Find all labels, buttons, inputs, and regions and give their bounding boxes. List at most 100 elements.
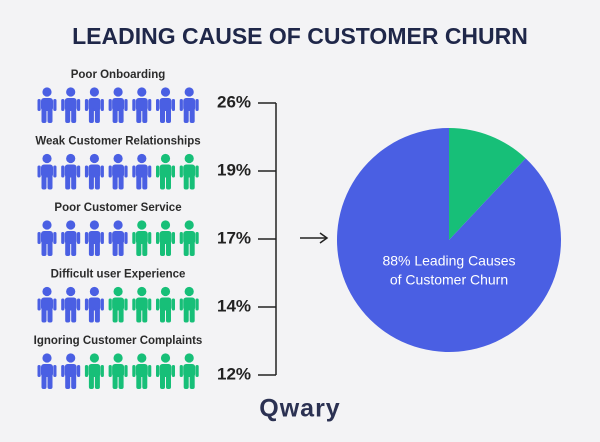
icon-body (88, 297, 101, 311)
row-label: Poor Customer Service (54, 202, 181, 214)
icon-arm (148, 165, 152, 178)
icon-arm (124, 365, 128, 377)
icon-leg (71, 374, 77, 389)
person-icon (156, 220, 175, 256)
icon-leg (189, 307, 195, 323)
icon-leg (142, 241, 148, 256)
person-icon (132, 286, 152, 323)
icon-body (88, 231, 101, 244)
icon-arm (108, 232, 112, 244)
icon-head (137, 87, 147, 97)
icon-body (159, 364, 172, 377)
icon-head (160, 153, 171, 164)
value-label: 26% (217, 92, 251, 111)
icon-arm (179, 232, 183, 244)
icon-arm (171, 99, 175, 111)
icon-arm (156, 365, 160, 377)
icon-head (113, 87, 123, 97)
icon-arm (61, 365, 65, 377)
icon-leg (88, 374, 94, 389)
row-label: Poor Onboarding (71, 69, 166, 81)
icon-leg (112, 374, 118, 389)
icon-arm (84, 232, 89, 244)
person-icon (179, 87, 199, 123)
icon-head (184, 87, 194, 97)
icon-leg (160, 174, 165, 190)
icon-leg (94, 307, 100, 323)
icon-leg (166, 374, 171, 389)
icon-body (88, 364, 101, 377)
icon-leg (71, 241, 77, 256)
icon-leg (118, 241, 124, 256)
icon-arm (179, 99, 183, 111)
icon-leg (136, 241, 142, 256)
icon-leg (166, 108, 171, 123)
icon-head (160, 220, 171, 230)
icon-arm (37, 99, 41, 111)
icon-head (42, 220, 52, 230)
icon-head (137, 220, 147, 230)
icon-arm (61, 165, 65, 178)
icon-arm (124, 165, 128, 178)
icon-head (184, 286, 194, 297)
person-icon (132, 353, 152, 389)
icon-leg (112, 174, 118, 190)
person-icon (37, 286, 57, 323)
icon-body (112, 364, 125, 377)
person-icon (179, 286, 199, 323)
icon-head (66, 153, 76, 164)
icon-body (135, 297, 148, 311)
person-icon (37, 153, 57, 190)
icon-leg (142, 374, 148, 389)
icon-head (137, 286, 147, 297)
icon-leg (65, 374, 71, 389)
icon-arm (53, 99, 57, 111)
icon-leg (136, 307, 142, 323)
pie-label: of Customer Churn (390, 272, 508, 288)
icon-head (89, 220, 99, 230)
icon-leg (136, 108, 142, 123)
icon-arm (53, 365, 57, 377)
icon-arm (195, 365, 199, 377)
icon-head (66, 353, 76, 363)
icon-leg (118, 174, 124, 190)
brand-logo: Qwary (259, 395, 340, 423)
icon-head (42, 353, 52, 363)
icon-arm (84, 298, 89, 311)
icon-leg (71, 174, 77, 190)
arrow-head (319, 232, 329, 244)
person-icon (108, 353, 128, 389)
icon-head (113, 286, 123, 297)
icon-body (64, 297, 77, 311)
icon-arm (148, 298, 152, 311)
icon-leg (94, 374, 100, 389)
icon-leg (65, 108, 71, 123)
icon-body (183, 297, 196, 311)
person-icon (61, 286, 81, 323)
icon-leg (183, 108, 189, 123)
icon-body (159, 231, 172, 244)
icon-arm (171, 165, 175, 178)
icon-leg (142, 307, 148, 323)
icon-arm (148, 365, 152, 377)
person-icon (61, 153, 81, 190)
icon-arm (100, 298, 104, 311)
icon-head (160, 87, 171, 97)
icon-head (89, 353, 99, 363)
icon-leg (71, 108, 77, 123)
pie-slice (449, 128, 526, 240)
icon-head (42, 153, 52, 164)
icon-leg (71, 307, 77, 323)
icon-leg (41, 108, 47, 123)
icon-arm (124, 298, 128, 311)
icon-leg (112, 108, 118, 123)
person-icon (156, 87, 175, 123)
person-icon (156, 286, 175, 323)
icon-leg (112, 307, 118, 323)
icon-body (41, 164, 53, 178)
icon-arm (53, 298, 57, 311)
icon-leg (189, 108, 195, 123)
icon-arm (53, 232, 57, 244)
person-icon (37, 353, 57, 389)
icon-arm (61, 232, 65, 244)
